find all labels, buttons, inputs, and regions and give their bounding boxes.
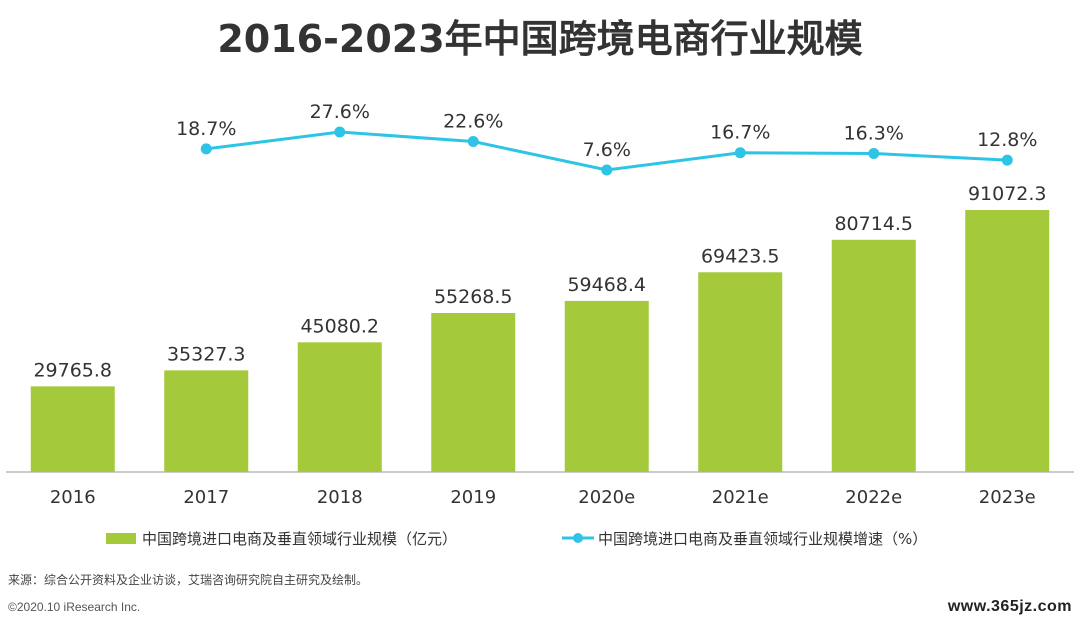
bar-2018: [297, 342, 382, 472]
growth-label-2021e: 16.7%: [710, 122, 770, 144]
x-tick-label-2023e: 2023e: [979, 487, 1036, 508]
bar-value-label-2023e: 91072.3: [968, 183, 1047, 205]
legend-line-label: 中国跨境进口电商及垂直领域行业规模增速（%）: [598, 529, 928, 548]
growth-point-2018: [334, 126, 346, 138]
growth-label-2022e: 16.3%: [844, 122, 904, 144]
growth-point-2021e: [734, 147, 746, 159]
legend-bar-swatch: [106, 532, 136, 544]
legend-item-line: 中国跨境进口电商及垂直领域行业规模增速（%）: [562, 528, 927, 548]
growth-label-2020e: 7.6%: [583, 139, 631, 161]
growth-label-2023e: 12.8%: [977, 129, 1037, 151]
bar-value-label-2019: 55268.5: [434, 286, 513, 308]
growth-point-2022e: [868, 147, 880, 159]
chart-title: 2016-2023年中国跨境电商行业规模: [217, 17, 863, 61]
source-note: 来源：综合公开资料及企业访谈，艾瑞咨询研究院自主研究及绘制。: [8, 573, 369, 587]
x-tick-label-2022e: 2022e: [845, 487, 902, 508]
x-tick-label-2016: 2016: [50, 487, 96, 508]
bar-2017: [164, 370, 249, 472]
bar-value-label-2022e: 80714.5: [834, 213, 913, 235]
legend-line-swatch: [562, 533, 594, 543]
bar-value-label-2017: 35327.3: [167, 343, 246, 365]
watermark-text: www.365jz.com: [947, 598, 1072, 615]
bar-value-label-2020e: 59468.4: [567, 274, 646, 296]
x-tick-label-2021e: 2021e: [712, 487, 769, 508]
growth-point-2019: [467, 136, 479, 147]
growth-point-2023e: [1001, 154, 1013, 166]
growth-label-2018: 27.6%: [310, 101, 370, 123]
bar-2023e: [965, 210, 1050, 472]
x-tick-label-2020e: 2020e: [578, 487, 635, 508]
copyright-text: ©2020.10 iResearch Inc.: [8, 600, 141, 614]
growth-point-2020e: [601, 164, 613, 176]
bar-2022e: [831, 239, 916, 472]
legend-item-bar: 中国跨境进口电商及垂直领域行业规模（亿元）: [106, 528, 457, 548]
x-tick-label-2017: 2017: [183, 487, 229, 508]
legend-bar-label: 中国跨境进口电商及垂直领域行业规模（亿元）: [142, 529, 458, 548]
bar-2019: [431, 313, 516, 472]
growth-label-2019: 22.6%: [443, 111, 503, 133]
bar-value-label-2018: 45080.2: [300, 315, 379, 337]
growth-label-2017: 18.7%: [176, 118, 236, 140]
bar-2020e: [564, 300, 649, 472]
bar-2016: [30, 386, 115, 472]
bar-value-label-2016: 29765.8: [33, 359, 112, 381]
x-tick-label-2019: 2019: [450, 487, 496, 508]
x-tick-label-2018: 2018: [317, 487, 363, 508]
bar-value-label-2021e: 69423.5: [701, 245, 780, 267]
bar-2021e: [698, 272, 783, 472]
growth-point-2017: [200, 143, 212, 155]
